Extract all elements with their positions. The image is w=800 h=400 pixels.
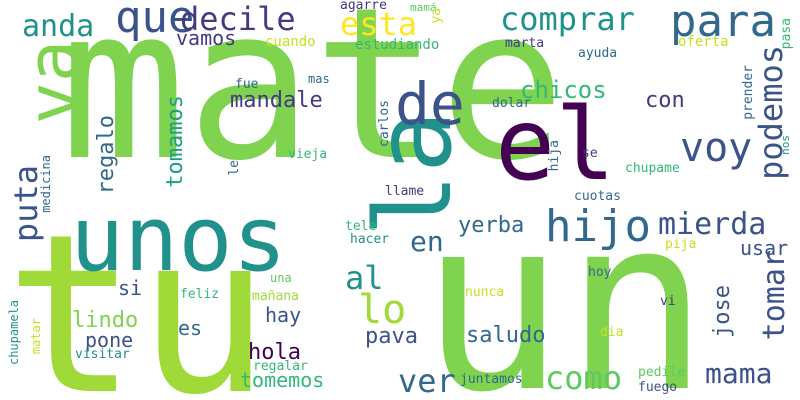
word-podemos: podemos [752, 45, 790, 180]
word-con: con [645, 88, 685, 113]
word-lindo: lindo [72, 308, 139, 333]
word-pasa: pasa [779, 18, 794, 50]
word-como: como [545, 359, 623, 397]
word-le: le [227, 160, 242, 176]
word-dolar: dolar [492, 96, 532, 111]
word-que: que [115, 0, 195, 43]
word-saludo: saludo [466, 323, 546, 348]
word-unos: unos [70, 187, 287, 292]
word-oferta: oferta [678, 34, 729, 50]
word-pava: pava [365, 324, 418, 349]
word-ya: ya [429, 8, 444, 24]
word-carlos: carlos [377, 100, 392, 147]
word-chupame: chupame [625, 161, 680, 176]
word-mate: mate [60, 0, 566, 207]
word-tomar: tomar [757, 250, 792, 341]
word-dia: dia [600, 325, 624, 340]
word-tomamos: tomamos [163, 95, 188, 188]
word-hija: hija [547, 140, 562, 172]
word-una: una [270, 271, 292, 285]
word-vi: vi [660, 294, 676, 309]
word-fuego: fuego [638, 380, 678, 395]
word-en: en [410, 225, 444, 258]
word-anda: anda [22, 9, 95, 44]
word-de: de [395, 70, 465, 138]
word-tu: tu [5, 187, 270, 400]
word-al: al [345, 259, 384, 297]
word-ver: ver [398, 362, 456, 400]
word-hay: hay [265, 303, 302, 327]
word-pone: pone [85, 328, 134, 352]
word-matar: matar [29, 318, 43, 355]
word-hacer: hacer [350, 232, 390, 247]
word-visitar: visitar [75, 347, 130, 362]
word-va: va [12, 40, 94, 125]
word-es: es [178, 316, 203, 340]
word-usar: usar [740, 236, 789, 260]
word-marta: marta [505, 36, 545, 51]
word-yerba: yerba [458, 213, 525, 238]
word-si: si [118, 276, 143, 300]
word-fue: fue [235, 77, 259, 92]
word-comprar: comprar [500, 0, 635, 38]
word-puta: puta [7, 165, 45, 243]
word-juntamos: juntamos [460, 372, 523, 387]
word-pija: pija [665, 237, 697, 252]
word-regalo: regalo [94, 115, 119, 195]
word-prender: prender [741, 65, 756, 120]
word-medicina: medicina [39, 155, 53, 213]
word-voy: voy [680, 125, 753, 171]
word-jose: jose [710, 285, 735, 338]
word-mama-accent: mamá [410, 1, 437, 14]
word-hoy: hoy [588, 265, 612, 280]
word-mierda: mierda [658, 207, 767, 242]
word-tomemos: tomemos [240, 368, 325, 392]
word-para: para [670, 0, 776, 47]
word-hola: hola [248, 340, 301, 365]
word-hijo: hijo [545, 201, 651, 252]
word-lo: lo [358, 287, 407, 333]
word-pedile: pedile [638, 365, 685, 380]
word-estudiando: estudiando [355, 37, 440, 53]
word-esta: esta [340, 5, 418, 43]
word-decile: decile [180, 0, 296, 38]
word-nos: nos [779, 135, 792, 155]
word-se: se [582, 146, 598, 161]
word-cuando: cuando [265, 34, 316, 50]
word-vamos: vamos [176, 26, 237, 50]
word-mas: mas [308, 72, 330, 86]
word-mama: mama [705, 357, 773, 390]
word-cuotas: cuotas [574, 189, 621, 204]
word-mandale: mandale [230, 88, 323, 113]
word-llame: llame [385, 184, 425, 199]
word-feliz: feliz [180, 287, 220, 302]
word-ayuda: ayuda [578, 46, 618, 61]
word-manana: mañana [252, 289, 299, 304]
word-vieja: vieja [288, 147, 328, 162]
word-chupamela: chupamela [7, 300, 21, 366]
word-nunca: nunca [465, 285, 505, 300]
word-agarre: agarre [340, 0, 387, 13]
word-chicos: chicos [520, 76, 607, 104]
word-tele: tele [345, 219, 377, 234]
word-regalar: regalar [253, 359, 308, 374]
word-un: un [420, 165, 709, 400]
word-el: el [495, 86, 616, 203]
